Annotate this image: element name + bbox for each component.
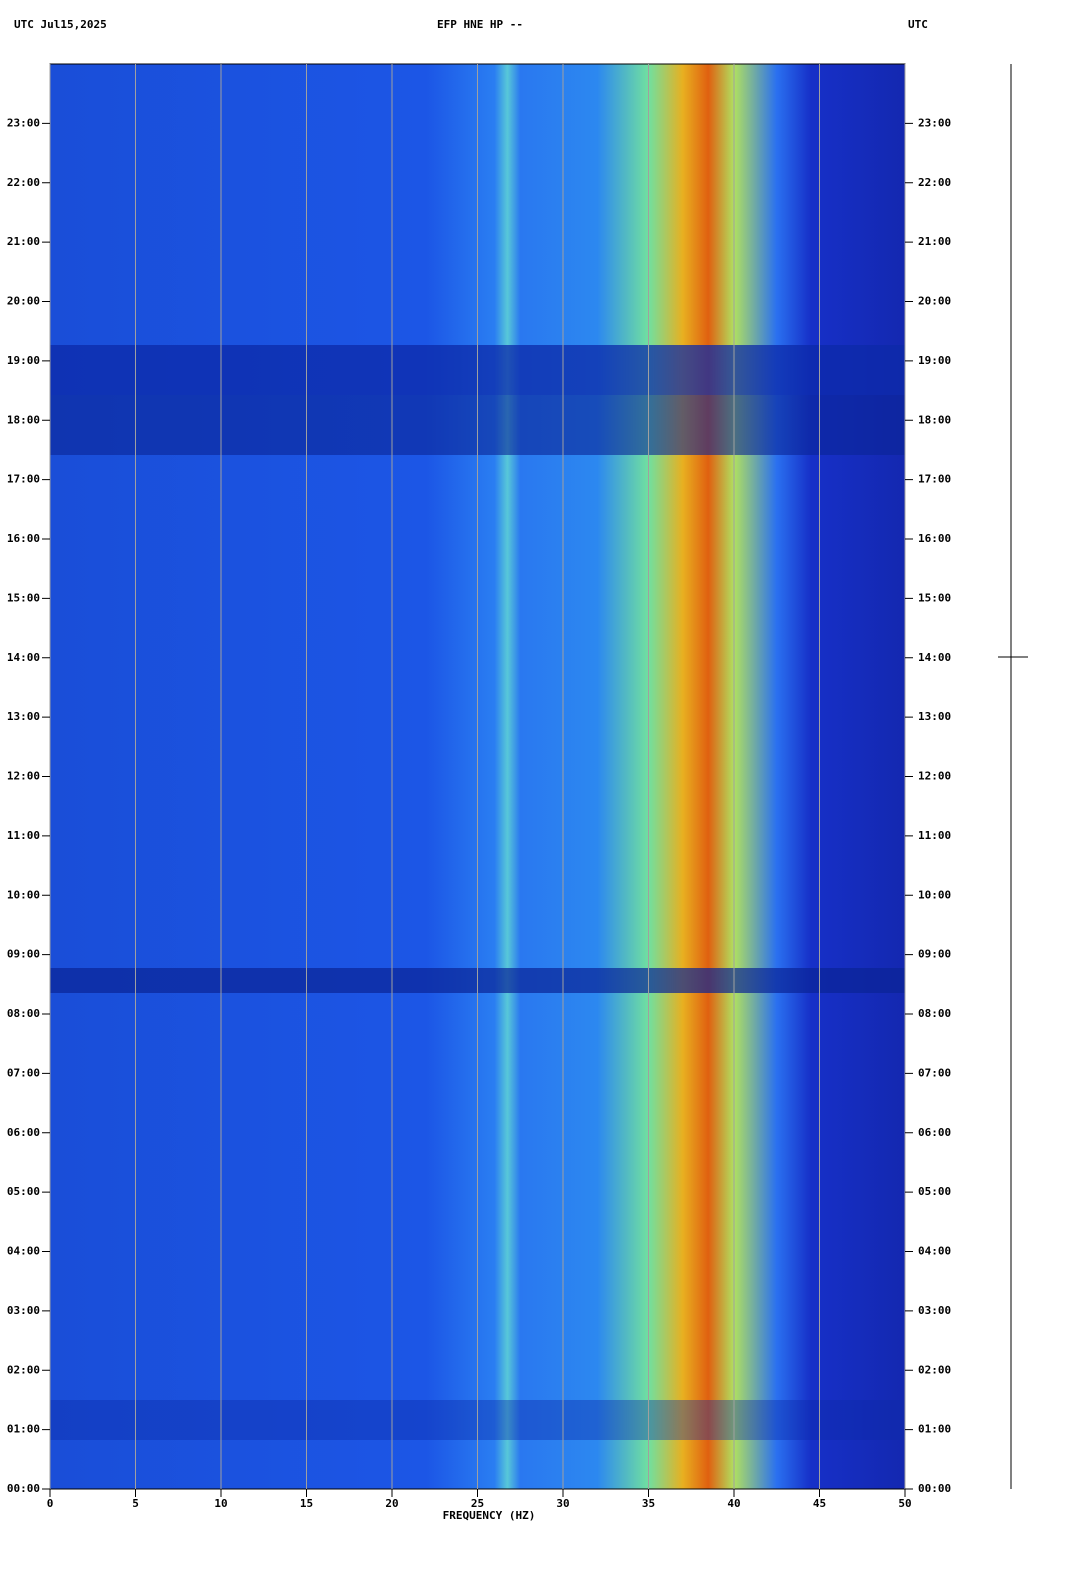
x-tick-label: 35 (642, 1497, 655, 1510)
y-tick-label-right: 12:00 (918, 770, 951, 783)
y-tick-label-right: 15:00 (918, 591, 951, 604)
x-tick-label: 45 (813, 1497, 826, 1510)
y-tick-label: 14:00 (7, 651, 40, 664)
y-tick-label-right: 07:00 (918, 1066, 951, 1079)
y-tick-label-right: 23:00 (918, 116, 951, 129)
y-tick-label: 03:00 (7, 1304, 40, 1317)
y-tick-label: 09:00 (7, 948, 40, 961)
y-tick-label: 07:00 (7, 1066, 40, 1079)
header-right: UTC (908, 18, 928, 31)
y-tick-label-right: 20:00 (918, 295, 951, 308)
y-tick-label: 15:00 (7, 591, 40, 604)
y-tick-label: 00:00 (7, 1482, 40, 1495)
y-tick-label-right: 22:00 (918, 176, 951, 189)
x-axis-label: FREQUENCY (HZ) (443, 1509, 536, 1522)
x-tick-label: 10 (214, 1497, 227, 1510)
y-tick-label-right: 21:00 (918, 235, 951, 248)
chart-title: EFP HNE HP -- (437, 18, 523, 31)
x-tick-label: 50 (898, 1497, 911, 1510)
x-tick-label: 25 (471, 1497, 484, 1510)
y-tick-label-right: 04:00 (918, 1245, 951, 1258)
y-tick-label-right: 02:00 (918, 1363, 951, 1376)
y-tick-label: 19:00 (7, 354, 40, 367)
y-tick-label: 04:00 (7, 1245, 40, 1258)
y-tick-label: 05:00 (7, 1185, 40, 1198)
y-tick-label: 16:00 (7, 532, 40, 545)
y-tick-label: 01:00 (7, 1423, 40, 1436)
x-tick-label: 40 (727, 1497, 740, 1510)
y-tick-label-right: 09:00 (918, 948, 951, 961)
y-tick-label: 13:00 (7, 710, 40, 723)
y-tick-label-right: 00:00 (918, 1482, 951, 1495)
y-tick-label-right: 11:00 (918, 829, 951, 842)
y-tick-label-right: 17:00 (918, 473, 951, 486)
y-tick-label: 10:00 (7, 888, 40, 901)
y-tick-label: 21:00 (7, 235, 40, 248)
y-tick-label: 18:00 (7, 413, 40, 426)
y-tick-label-right: 14:00 (918, 651, 951, 664)
y-tick-label-right: 01:00 (918, 1423, 951, 1436)
y-tick-label: 06:00 (7, 1126, 40, 1139)
y-tick-label: 11:00 (7, 829, 40, 842)
y-tick-label: 22:00 (7, 176, 40, 189)
y-tick-label: 08:00 (7, 1007, 40, 1020)
y-tick-label-right: 13:00 (918, 710, 951, 723)
y-tick-label-right: 19:00 (918, 354, 951, 367)
x-tick-label: 15 (300, 1497, 313, 1510)
y-tick-label-right: 16:00 (918, 532, 951, 545)
y-tick-label: 17:00 (7, 473, 40, 486)
y-tick-label-right: 05:00 (918, 1185, 951, 1198)
y-tick-label: 12:00 (7, 770, 40, 783)
x-tick-label: 20 (385, 1497, 398, 1510)
y-tick-label: 23:00 (7, 116, 40, 129)
x-tick-label: 30 (556, 1497, 569, 1510)
x-tick-label: 0 (47, 1497, 54, 1510)
y-tick-label: 02:00 (7, 1363, 40, 1376)
y-tick-label-right: 08:00 (918, 1007, 951, 1020)
x-tick-label: 5 (132, 1497, 139, 1510)
header-left: UTC Jul15,2025 (14, 18, 107, 31)
y-tick-label: 20:00 (7, 295, 40, 308)
y-tick-label-right: 03:00 (918, 1304, 951, 1317)
y-tick-label-right: 18:00 (918, 413, 951, 426)
y-tick-label-right: 06:00 (918, 1126, 951, 1139)
y-tick-label-right: 10:00 (918, 888, 951, 901)
